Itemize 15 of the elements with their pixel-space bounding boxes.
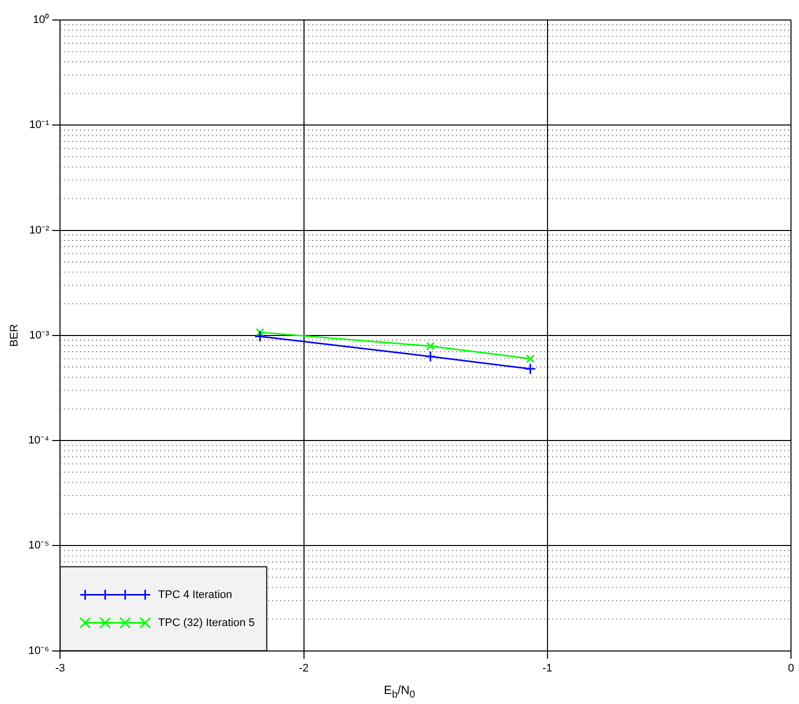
x-axis-title: E$_{b}$/N$_{0}$ [382,682,416,700]
y-tick-label: 10⁻⁵ [28,540,50,552]
y-tick-label: 10⁻¹ [29,119,50,132]
y-tick-label: 10⁻² [29,224,50,236]
y-tick-label: 10⁻⁶ [28,644,50,657]
legend-label: TPC 4 Iteration [158,588,232,601]
y-tick-label: 10⁰ [32,13,50,26]
x-tick-label: -1 [542,662,552,674]
x-tick-label: -3 [55,662,66,674]
x-tick-label: -2 [298,662,309,674]
legend-label: TPC (32) Iteration 5 [158,616,255,629]
x-tick-label: 0 [788,662,794,674]
y-tick-label: 10⁻⁴ [28,434,50,447]
y-axis-title: BER [8,324,21,347]
y-tick-label: 10⁻³ [29,329,50,342]
